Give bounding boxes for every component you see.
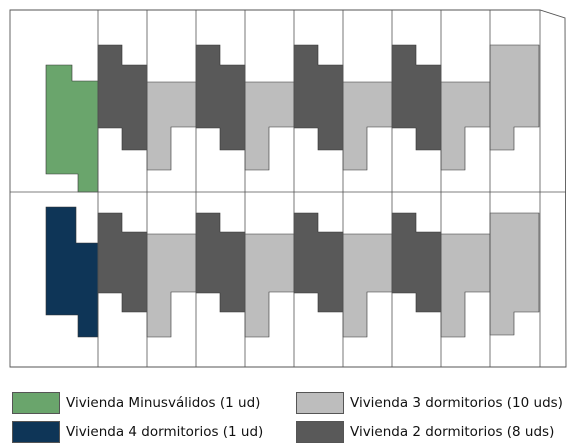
unit-top-4 xyxy=(195,44,246,151)
legend-swatch-minusvalidos xyxy=(12,392,60,414)
unit-top-6 xyxy=(293,44,344,151)
unit-bottom-7 xyxy=(342,233,393,338)
unit-bottom-3 xyxy=(146,233,197,338)
unit-top-10 xyxy=(489,44,540,151)
unit-bottom-4 xyxy=(195,212,246,313)
legend-label-tres-dormitorios: Vivienda 3 dormitorios (10 uds) xyxy=(350,395,563,411)
units-layer xyxy=(45,44,540,338)
grid-lines xyxy=(9,9,567,368)
unit-bottom-5 xyxy=(244,233,295,338)
site-boundary xyxy=(9,9,567,368)
legend-label-minusvalidos: Vivienda Minusválidos (1 ud) xyxy=(66,395,261,411)
unit-top-2 xyxy=(97,44,148,151)
unit-top-7 xyxy=(342,81,393,171)
legend-label-cuatro-dormitorios: Vivienda 4 dormitorios (1 ud) xyxy=(66,424,264,440)
unit-bottom-2 xyxy=(97,212,148,313)
legend-swatch-dos-dormitorios xyxy=(296,421,344,443)
unit-bottom-10 xyxy=(489,212,540,336)
legend-label-dos-dormitorios: Vivienda 2 dormitorios (8 uds) xyxy=(350,424,555,440)
legend-swatch-tres-dormitorios xyxy=(296,392,344,414)
unit-top-3 xyxy=(146,81,197,171)
unit-bottom-1 xyxy=(45,206,99,338)
unit-bottom-9 xyxy=(440,233,491,338)
unit-top-8 xyxy=(391,44,442,151)
unit-top-9 xyxy=(440,81,491,171)
unit-bottom-8 xyxy=(391,212,442,313)
unit-top-1 xyxy=(45,64,99,193)
unit-top-5 xyxy=(244,81,295,171)
unit-bottom-6 xyxy=(293,212,344,313)
legend-swatch-cuatro-dormitorios xyxy=(12,421,60,443)
